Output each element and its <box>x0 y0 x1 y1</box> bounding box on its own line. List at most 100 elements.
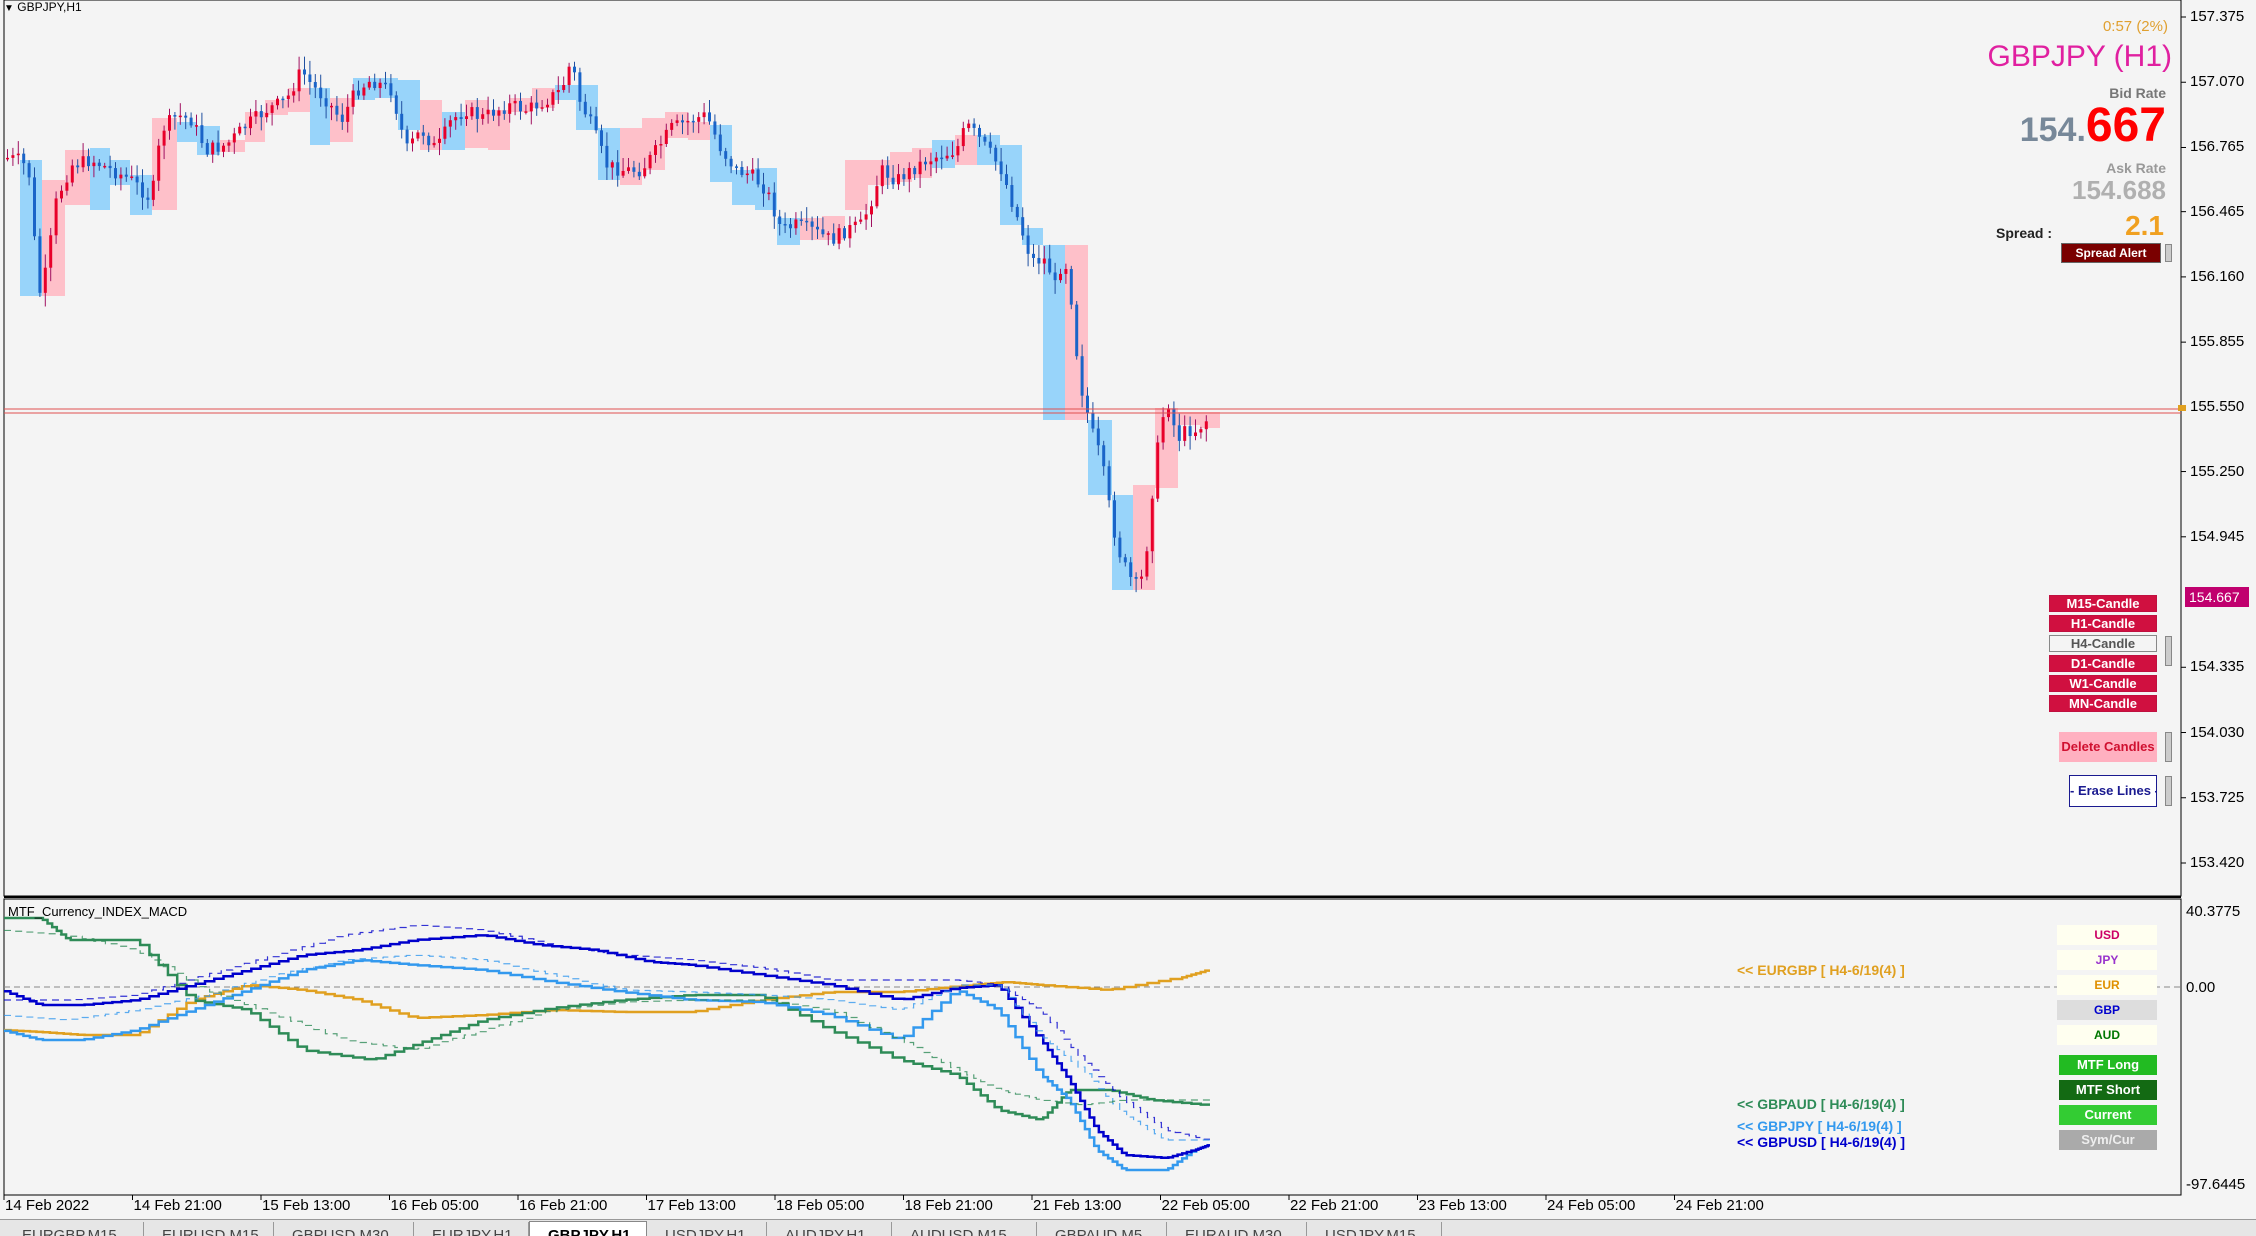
tab-gbpjpy-h1[interactable]: GBPJPY,H1 <box>529 1221 647 1236</box>
candle-body <box>589 114 593 117</box>
indicator-axis-zero: 0.00 <box>2186 979 2216 996</box>
tab-gbpusd-m30[interactable]: GBPUSD,M30 <box>274 1222 414 1236</box>
candle-button-m15-candle[interactable]: M15-Candle <box>2049 595 2157 612</box>
tab-gbpaud-m5[interactable]: GBPAUD,M5 <box>1037 1222 1167 1236</box>
bid-label: Bid Rate <box>2109 85 2166 101</box>
tab-usdjpy-m15[interactable]: USDJPY,M15 <box>1307 1222 1442 1236</box>
candle-body <box>745 173 749 176</box>
tab-eurusd-m15[interactable]: EURUSD,M15 <box>144 1222 274 1236</box>
candle-body <box>810 221 814 227</box>
candle-body <box>254 111 258 117</box>
candle-body <box>805 220 809 223</box>
candle-button-d1-candle[interactable]: D1-Candle <box>2049 655 2157 672</box>
candle-body <box>837 228 841 244</box>
candle-body <box>821 229 825 235</box>
candle-body <box>1140 576 1143 579</box>
range-box <box>755 168 777 210</box>
currency-button-aud[interactable]: AUD <box>2057 1025 2157 1045</box>
price-axis-label: 156.765 <box>2190 138 2245 156</box>
delete-candles-button[interactable]: Delete Candles <box>2059 732 2157 762</box>
currency-button-gbp[interactable]: GBP <box>2057 1000 2157 1020</box>
mode-button-mtf-long[interactable]: MTF Long <box>2059 1055 2157 1075</box>
indicator-axis-top: 40.3775 <box>2186 903 2241 920</box>
currency-button-eur[interactable]: EUR <box>2057 975 2157 995</box>
candle-body <box>1026 235 1030 254</box>
tab-euraud-m30[interactable]: EURAUD,M30 <box>1167 1222 1307 1236</box>
candle-body <box>627 167 630 171</box>
candle-body <box>826 233 830 235</box>
candle-body <box>292 91 296 96</box>
candle-body <box>648 154 652 169</box>
erase-lines-handle[interactable] <box>2165 776 2172 806</box>
candle-button-w1-candle[interactable]: W1-Candle <box>2049 675 2157 692</box>
time-axis-label: 22 Feb 05:00 <box>1161 1197 1250 1214</box>
candle-body <box>1005 174 1008 186</box>
range-box <box>576 85 598 130</box>
currency-button-usd[interactable]: USD <box>2057 925 2157 945</box>
candle-button-h4-candle[interactable]: H4-Candle <box>2049 635 2157 652</box>
candle-body <box>945 155 949 159</box>
chart-title-area: ▼ GBPJPY,H1 <box>4 0 82 14</box>
range-box <box>110 160 130 185</box>
candle-body <box>303 69 306 75</box>
candle-body <box>146 197 150 200</box>
delete-candles-handle[interactable] <box>2165 732 2172 762</box>
current-price-tag: 154.667 <box>2185 587 2249 607</box>
candle-body <box>384 82 387 85</box>
candle-body <box>405 129 409 144</box>
candle-body <box>897 174 900 185</box>
mode-button-current[interactable]: Current <box>2059 1105 2157 1125</box>
spread-alert-button[interactable]: Spread Alert <box>2061 243 2161 263</box>
candle-body <box>1118 537 1122 558</box>
candle-body <box>524 111 528 113</box>
candle-body <box>313 82 317 88</box>
candle-body <box>778 216 782 224</box>
candle-body <box>675 120 679 123</box>
tab-eurjpy-h1[interactable]: EURJPY,H1 <box>414 1222 529 1236</box>
candle-body <box>951 155 954 157</box>
candle-body <box>729 158 733 167</box>
price-axis-label: 154.945 <box>2190 527 2245 545</box>
currency-button-jpy[interactable]: JPY <box>2057 950 2157 970</box>
indicator-line-usd-signal <box>4 924 1210 1140</box>
candle-buttons-handle[interactable] <box>2165 636 2172 666</box>
range-box <box>1022 228 1043 245</box>
candle-body <box>978 127 981 137</box>
tab-usdjpy-h1[interactable]: USDJPY,H1 <box>647 1222 767 1236</box>
mode-button-sym-cur[interactable]: Sym/Cur <box>2059 1130 2157 1150</box>
tab-audjpy-h1[interactable]: AUDJPY,H1 <box>767 1222 892 1236</box>
candle-body <box>357 90 360 96</box>
candle-body <box>535 102 539 109</box>
candle-body <box>1048 258 1052 273</box>
candle-body <box>1032 253 1035 258</box>
indicator-line-jpy-signal <box>4 954 1210 1141</box>
range-box <box>1155 408 1178 488</box>
dropdown-triangle-icon[interactable]: ▼ <box>4 3 14 14</box>
time-axis-label: 24 Feb 05:00 <box>1547 1197 1636 1214</box>
range-box <box>1112 495 1133 590</box>
range-box <box>90 148 110 210</box>
candle-body <box>880 165 884 187</box>
tab-eurgbp-m15[interactable]: EURGBP,M15 <box>4 1222 144 1236</box>
range-box <box>890 152 912 182</box>
candle-button-mn-candle[interactable]: MN-Candle <box>2049 695 2157 712</box>
candle-body <box>713 121 717 135</box>
candle-body <box>956 146 960 156</box>
spread-alert-handle[interactable] <box>2165 244 2172 262</box>
tab-audusd-m15[interactable]: AUDUSD,M15 <box>892 1222 1037 1236</box>
candle-button-h1-candle[interactable]: H1-Candle <box>2049 615 2157 632</box>
candle-body <box>886 165 890 178</box>
candle-body <box>173 115 177 117</box>
erase-lines-button[interactable]: - Erase Lines - <box>2069 775 2157 807</box>
mode-button-mtf-short[interactable]: MTF Short <box>2059 1080 2157 1100</box>
candle-body <box>600 130 603 146</box>
candle-body <box>421 132 425 136</box>
spread-value: 2.1 <box>2125 210 2164 241</box>
range-box <box>732 170 755 205</box>
candle-body <box>864 214 868 220</box>
candle-body <box>49 235 53 268</box>
candle-body <box>934 157 938 162</box>
candle-body <box>551 92 555 105</box>
price-axis-label: 157.375 <box>2190 8 2245 25</box>
